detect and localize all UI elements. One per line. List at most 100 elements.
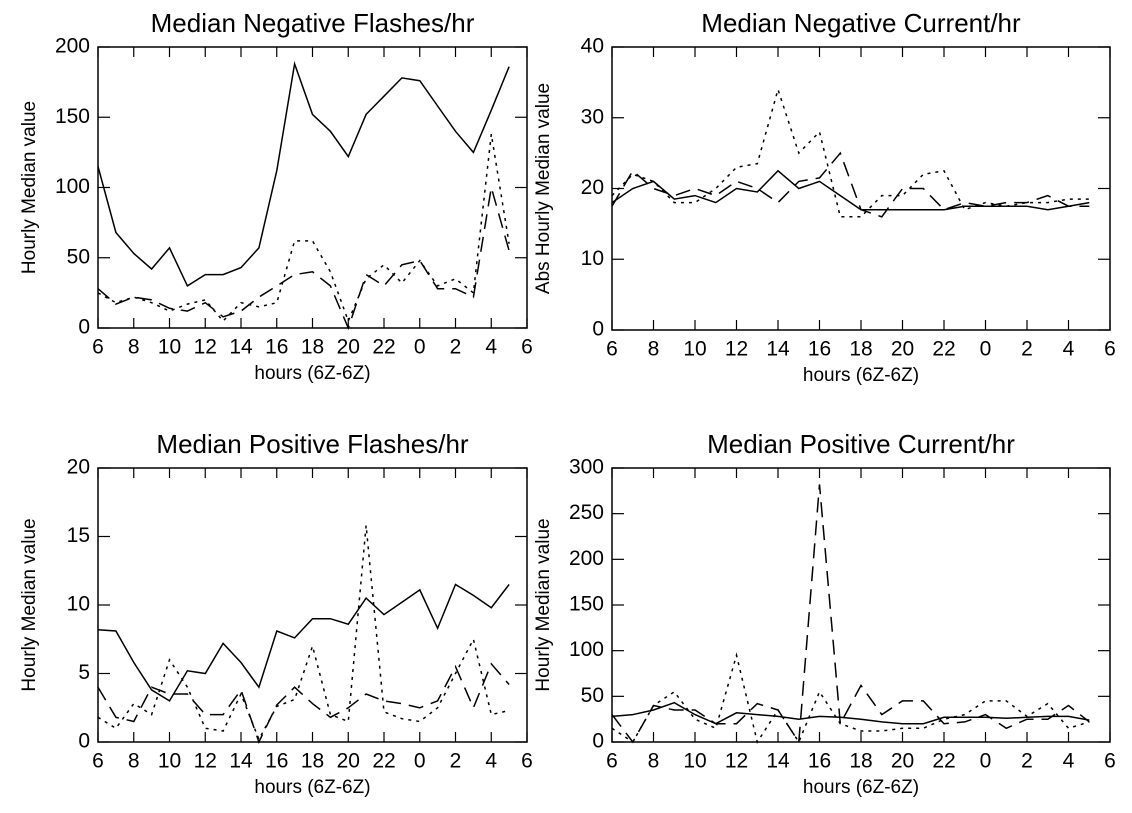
data-line	[97, 60, 510, 287]
x-tick-label: 0	[980, 338, 992, 361]
chart-title: Median Positive Current/hr	[707, 429, 1015, 459]
data-line	[97, 187, 510, 331]
x-tick-label: 6	[92, 750, 104, 773]
x-tick-label: 14	[229, 750, 253, 773]
x-tick-label: 12	[725, 750, 748, 773]
x-tick-label: 12	[194, 750, 217, 773]
x-tick-label: 6	[1104, 338, 1116, 361]
x-tick-label: 14	[229, 336, 253, 359]
x-axis-label: hours (6Z-6Z)	[254, 363, 370, 384]
y-axis-label: Hourly Median value	[19, 518, 40, 691]
data-line	[97, 525, 510, 742]
x-tick-label: 4	[485, 336, 497, 359]
data-line	[97, 133, 510, 324]
y-axis-label: Hourly Median value	[533, 518, 554, 691]
y-tick-label: 0	[592, 730, 604, 753]
x-tick-label: 20	[891, 750, 914, 773]
y-tick-label: 150	[55, 105, 90, 128]
y-tick-label: 50	[581, 684, 604, 707]
y-tick-label: 0	[592, 318, 604, 341]
plot-frame	[97, 46, 528, 329]
x-tick-label: 6	[606, 338, 618, 361]
x-tick-label: 18	[301, 336, 324, 359]
x-tick-label: 22	[372, 336, 395, 359]
x-tick-label: 16	[808, 338, 831, 361]
y-tick-label: 300	[569, 456, 604, 479]
data-line	[611, 151, 1090, 218]
x-tick-label: 16	[265, 750, 288, 773]
x-tick-label: 20	[337, 336, 360, 359]
y-tick-label: 20	[67, 456, 90, 479]
x-tick-label: 12	[725, 338, 748, 361]
y-tick-label: 5	[78, 661, 90, 684]
data-line	[611, 86, 1090, 218]
x-tick-label: 16	[265, 336, 288, 359]
y-tick-label: 50	[67, 245, 90, 268]
y-tick-label: 100	[55, 175, 90, 198]
plot-frame	[611, 467, 1111, 743]
y-tick-label: 250	[569, 501, 604, 524]
x-tick-label: 16	[808, 750, 831, 773]
x-tick-label: 12	[194, 336, 217, 359]
y-tick-label: 30	[581, 105, 604, 128]
x-tick-label: 18	[849, 750, 872, 773]
chart-title: Median Negative Current/hr	[701, 8, 1021, 38]
x-tick-label: 22	[932, 338, 955, 361]
x-tick-label: 8	[648, 750, 660, 773]
x-tick-label: 18	[301, 750, 324, 773]
y-tick-label: 10	[581, 247, 604, 270]
x-tick-label: 22	[932, 750, 955, 773]
plot-frame	[97, 467, 528, 743]
x-tick-label: 2	[450, 750, 462, 773]
y-tick-label: 200	[569, 547, 604, 570]
x-tick-label: 18	[849, 338, 872, 361]
x-tick-label: 8	[128, 750, 140, 773]
x-tick-label: 14	[766, 338, 790, 361]
y-axis-label: Abs Hourly Median value	[533, 83, 554, 294]
x-tick-label: 10	[158, 750, 181, 773]
x-tick-label: 2	[450, 336, 462, 359]
panel: Median Positive Flashes/hr hours (6Z-6Z) H…	[19, 429, 533, 798]
x-tick-label: 0	[980, 750, 992, 773]
x-tick-label: 6	[521, 750, 533, 773]
data-line	[611, 169, 1090, 211]
x-tick-label: 0	[414, 750, 426, 773]
x-axis-label: hours (6Z-6Z)	[803, 365, 919, 386]
data-line	[611, 652, 1090, 744]
y-tick-label: 0	[78, 730, 90, 753]
chart-title: Median Positive Flashes/hr	[156, 429, 468, 459]
data-line	[97, 583, 510, 702]
x-tick-label: 6	[1104, 750, 1116, 773]
y-tick-label: 20	[581, 176, 604, 199]
y-tick-label: 150	[569, 593, 604, 616]
x-tick-label: 10	[158, 336, 181, 359]
y-tick-label: 200	[55, 35, 90, 58]
x-tick-label: 4	[1063, 338, 1075, 361]
x-tick-label: 8	[648, 338, 660, 361]
data-line	[97, 662, 510, 744]
x-tick-label: 0	[414, 336, 426, 359]
x-tick-label: 2	[1021, 750, 1033, 773]
chart-title: Median Negative Flashes/hr	[151, 8, 475, 38]
data-line	[611, 484, 1090, 745]
x-tick-label: 20	[337, 750, 360, 773]
y-axis-label: Hourly Median value	[19, 101, 40, 274]
x-tick-label: 10	[683, 750, 706, 773]
y-tick-label: 100	[569, 638, 604, 661]
y-tick-label: 10	[67, 593, 90, 616]
x-tick-label: 6	[521, 336, 533, 359]
data-line	[611, 701, 1090, 725]
y-tick-label: 15	[67, 524, 90, 547]
x-tick-label: 14	[766, 750, 790, 773]
x-tick-label: 4	[485, 750, 497, 773]
panel: Median Negative Current/hr hours (6Z-6Z) A…	[533, 8, 1116, 386]
x-axis-label: hours (6Z-6Z)	[803, 777, 919, 798]
x-tick-label: 10	[683, 338, 706, 361]
y-tick-label: 40	[581, 35, 604, 58]
x-axis-label: hours (6Z-6Z)	[254, 777, 370, 798]
x-tick-label: 22	[372, 750, 395, 773]
plot-frame	[611, 46, 1111, 331]
x-tick-label: 2	[1021, 338, 1033, 361]
x-tick-label: 20	[891, 338, 914, 361]
